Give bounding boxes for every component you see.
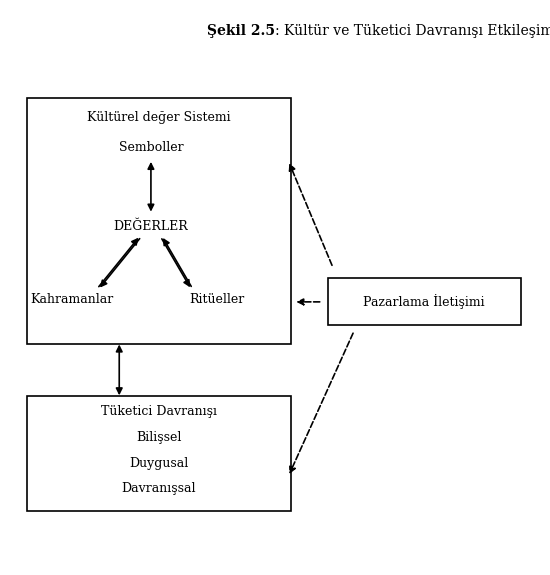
Text: Ritüeller: Ritüeller bbox=[189, 293, 245, 306]
Text: Bilişsel: Bilişsel bbox=[136, 431, 182, 444]
FancyBboxPatch shape bbox=[328, 278, 520, 325]
Text: Davranışsal: Davranışsal bbox=[122, 482, 196, 495]
Text: Semboller: Semboller bbox=[119, 141, 183, 154]
Text: Şekil 2.5: Şekil 2.5 bbox=[207, 24, 275, 38]
Text: Pazarlama İletişimi: Pazarlama İletişimi bbox=[364, 294, 485, 309]
Text: : Kültür ve Tüketici Davranışı Etkileşim Modeli: : Kültür ve Tüketici Davranışı Etkileşim… bbox=[275, 24, 550, 38]
Text: DEĞERLER: DEĞERLER bbox=[113, 220, 188, 232]
FancyBboxPatch shape bbox=[27, 98, 291, 344]
FancyBboxPatch shape bbox=[27, 396, 291, 511]
Text: Kültürel değer Sistemi: Kültürel değer Sistemi bbox=[87, 111, 230, 124]
Text: Tüketici Davranışı: Tüketici Davranışı bbox=[101, 405, 217, 419]
Text: Kahramanlar: Kahramanlar bbox=[30, 293, 113, 306]
Text: Duygusal: Duygusal bbox=[129, 457, 189, 470]
